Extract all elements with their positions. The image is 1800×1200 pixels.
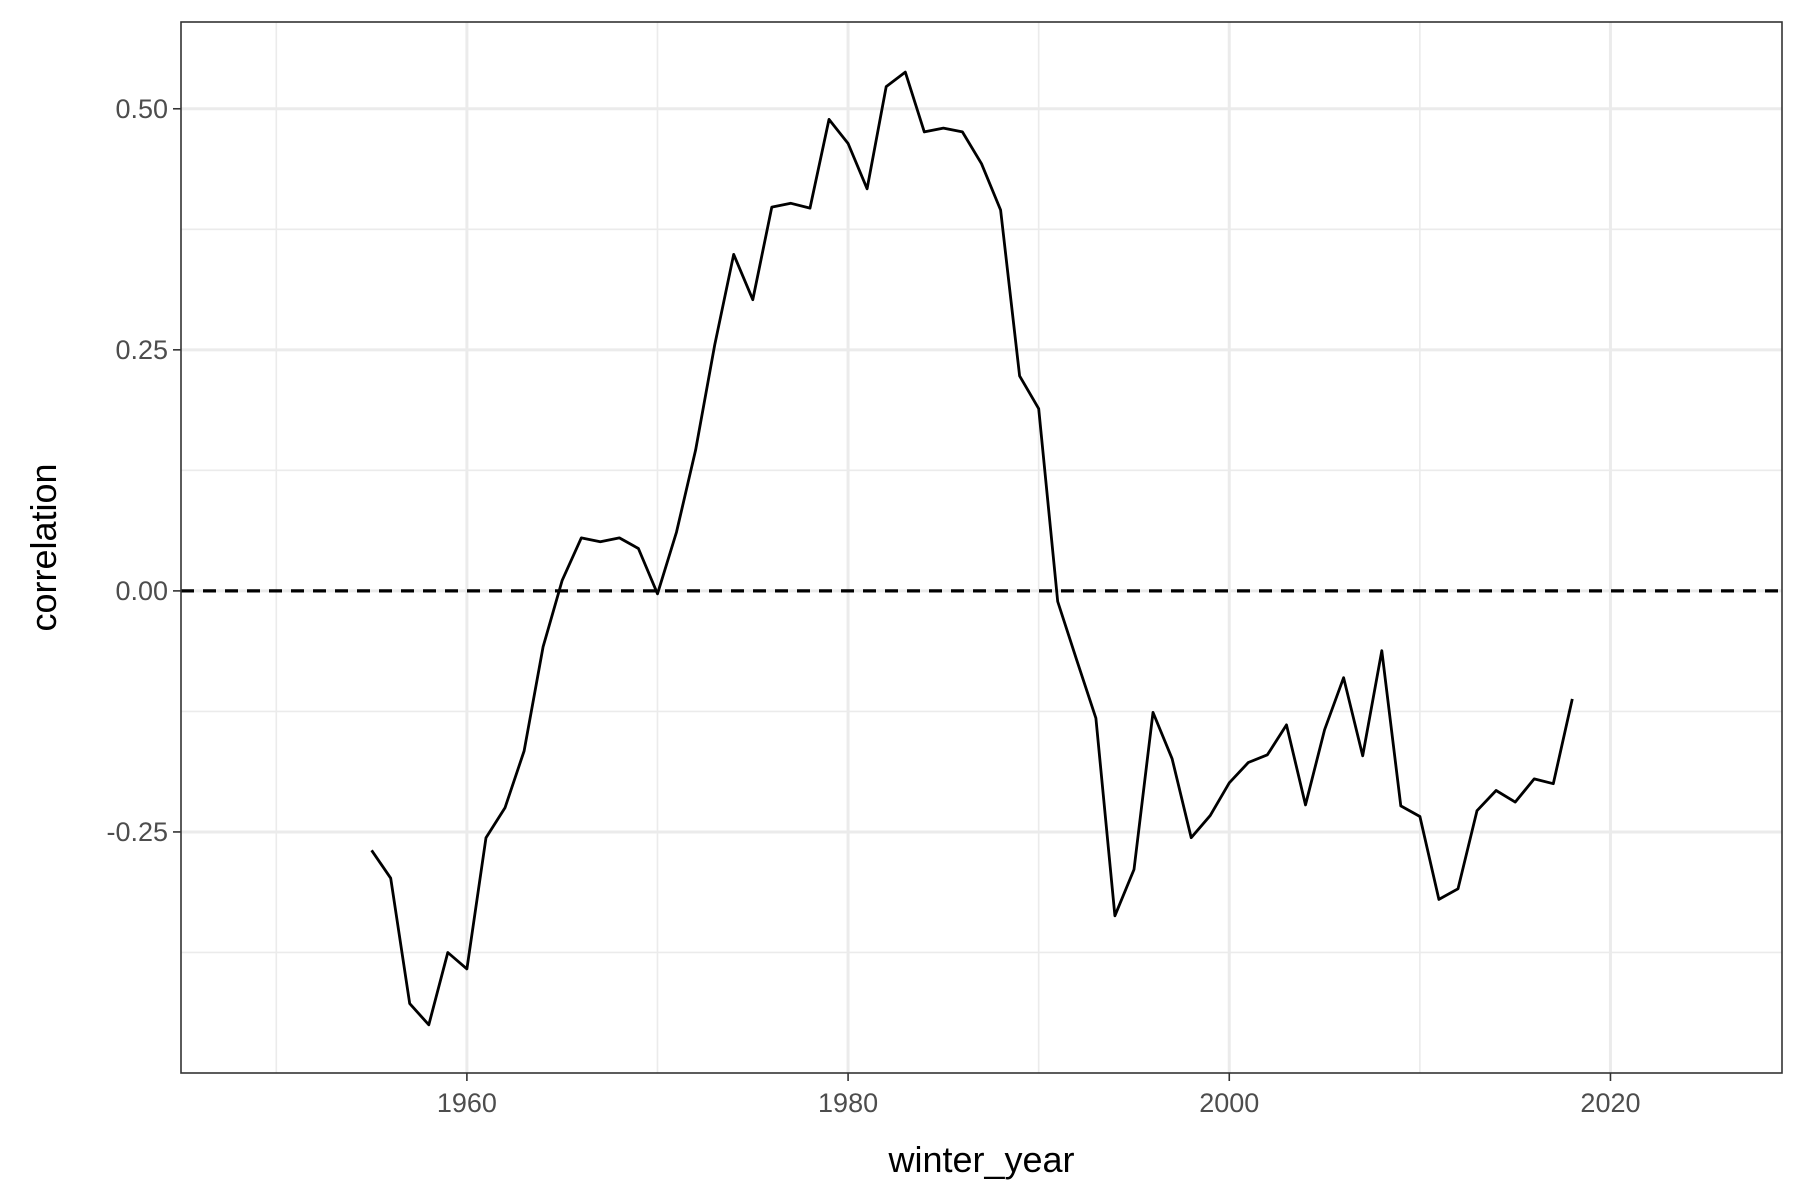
y-tick-label: -0.25 <box>106 817 168 847</box>
series-line <box>370 70 1574 1027</box>
y-axis-title: correlation <box>23 463 64 631</box>
y-tick-label: 0.00 <box>115 576 168 606</box>
x-axis-title: winter_year <box>887 1139 1074 1180</box>
series-group <box>370 70 1574 1027</box>
x-axis: 1960 1980 2000 2020 <box>437 1073 1641 1118</box>
y-tick-label: 0.25 <box>115 335 168 365</box>
plot-panel-border <box>180 21 1783 1074</box>
y-axis: -0.25 0.00 0.25 0.50 <box>106 94 181 847</box>
x-tick-label: 2000 <box>1199 1088 1259 1118</box>
x-tick-label: 1980 <box>818 1088 878 1118</box>
y-tick-label: 0.50 <box>115 94 168 124</box>
x-tick-label: 1960 <box>437 1088 497 1118</box>
x-tick-label: 2020 <box>1580 1088 1640 1118</box>
